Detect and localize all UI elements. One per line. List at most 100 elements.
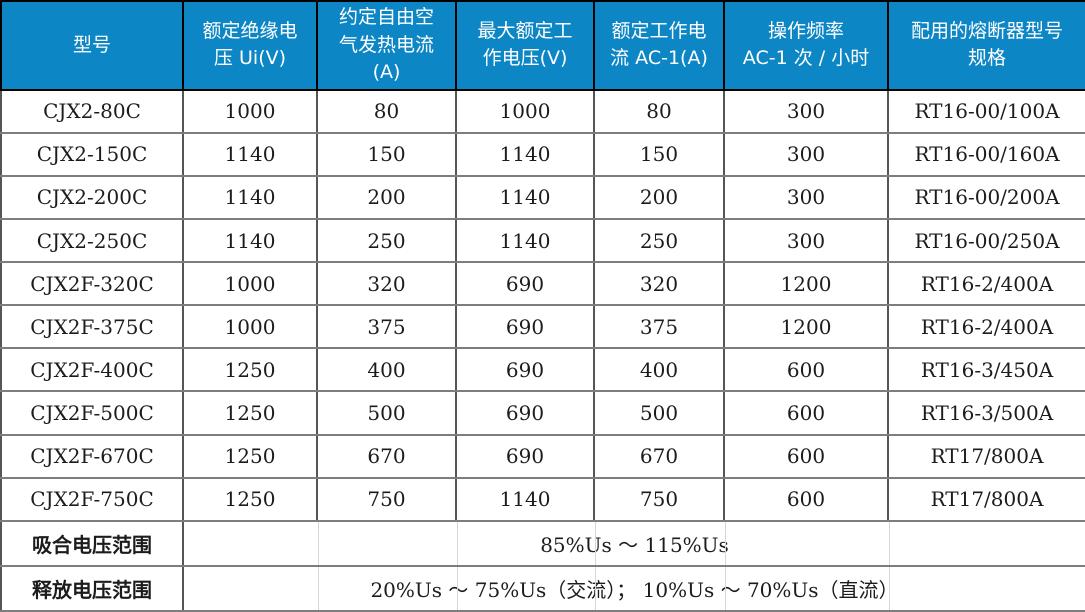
table-cell: 1250 (182, 476, 318, 522)
table-cell: 1200 (723, 261, 889, 307)
header-cell-rated-operating-current: 额定工作电 流 AC-1(A) (593, 0, 725, 91)
table-row: CJX2F-670C 1250 670 690 670 600 RT17/800… (0, 433, 1085, 479)
table-cell: 1200 (723, 304, 889, 350)
table-cell: CJX2F-320C (0, 261, 184, 307)
footer-row-release-voltage-range: 释放电压范围 20%Us ～ 75%Us（交流）； 10%Us ～ 70%Us（… (0, 564, 1085, 612)
table-cell: 80 (316, 88, 457, 134)
table-cell: RT16-2/400A (887, 261, 1085, 307)
table-cell: 1250 (182, 347, 318, 393)
table-cell: 670 (593, 433, 725, 479)
table-cell: 300 (723, 174, 889, 220)
table-row: CJX2-150C 1140 150 1140 150 300 RT16-00/… (0, 131, 1085, 177)
table-cell: 690 (455, 304, 595, 350)
table-cell: 1000 (455, 88, 595, 134)
table-cell: CJX2F-400C (0, 347, 184, 393)
faint-column-separator (318, 522, 319, 564)
table-cell: CJX2-250C (0, 217, 184, 264)
table-cell: 1140 (182, 131, 318, 177)
table-cell: CJX2F-375C (0, 304, 184, 350)
table-cell: 250 (316, 217, 457, 264)
table-cell: RT16-3/500A (887, 390, 1085, 436)
faint-column-separator (595, 567, 596, 609)
table-cell: 375 (593, 304, 725, 350)
faint-column-separator (595, 522, 596, 564)
table-cell: 1140 (455, 131, 595, 177)
faint-column-separator (725, 567, 726, 609)
faint-column-separator (457, 522, 458, 564)
table-cell: RT17/800A (887, 476, 1085, 522)
header-cell-rated-insulation-voltage: 额定绝缘电 压 Ui(V) (182, 0, 318, 91)
footer-value: 20%Us ～ 75%Us（交流）； 10%Us ～ 70%Us（直流） (182, 564, 1085, 612)
table-cell: CJX2F-670C (0, 433, 184, 479)
table-cell: 1000 (182, 261, 318, 307)
faint-column-separator (457, 567, 458, 609)
table-cell: 500 (316, 390, 457, 436)
table-cell: RT17/800A (887, 433, 1085, 479)
table-cell: RT16-00/160A (887, 131, 1085, 177)
table-cell: 1140 (455, 174, 595, 220)
header-cell-model: 型号 (0, 0, 184, 91)
table-cell: 500 (593, 390, 725, 436)
table-cell: RT16-00/250A (887, 217, 1085, 264)
table-cell: 750 (593, 476, 725, 522)
footer-label: 释放电压范围 (0, 564, 184, 612)
table-cell: 200 (593, 174, 725, 220)
table-row: CJX2-80C 1000 80 1000 80 300 RT16-00/100… (0, 88, 1085, 134)
table-cell: RT16-2/400A (887, 304, 1085, 350)
table-body: CJX2-80C 1000 80 1000 80 300 RT16-00/100… (0, 88, 1085, 612)
table-header: 型号 额定绝缘电 压 Ui(V) 约定自由空 气发热电流 (A) 最大额定工 作… (0, 0, 1085, 91)
header-cell-matching-fuse-spec: 配用的熔断器型号 规格 (887, 0, 1085, 91)
header-row: 型号 额定绝缘电 压 Ui(V) 约定自由空 气发热电流 (A) 最大额定工 作… (0, 0, 1085, 91)
table-cell: 300 (723, 131, 889, 177)
table-cell: 400 (593, 347, 725, 393)
table-cell: 1250 (182, 433, 318, 479)
table-cell: 150 (316, 131, 457, 177)
table-row: CJX2F-750C 1250 750 1140 750 600 RT17/80… (0, 476, 1085, 522)
table-cell: 300 (723, 217, 889, 264)
table-cell: 600 (723, 476, 889, 522)
table-cell: RT16-00/200A (887, 174, 1085, 220)
table-cell: RT16-3/450A (887, 347, 1085, 393)
table-cell: CJX2-80C (0, 88, 184, 134)
table-cell: 690 (455, 390, 595, 436)
header-cell-max-rated-operating-voltage: 最大额定工 作电压(V) (455, 0, 595, 91)
faint-column-separator (889, 567, 890, 609)
footer-value-text: 85%Us ～ 115%Us (540, 532, 729, 557)
faint-column-separator (318, 567, 319, 609)
table-cell: CJX2-200C (0, 174, 184, 220)
table-cell: 1140 (455, 217, 595, 264)
table-cell: 1140 (182, 174, 318, 220)
table-cell: 690 (455, 347, 595, 393)
table-cell: 320 (593, 261, 725, 307)
table-cell: 600 (723, 390, 889, 436)
table-row: CJX2F-320C 1000 320 690 320 1200 RT16-2/… (0, 261, 1085, 307)
table-cell: 690 (455, 433, 595, 479)
table-cell: 300 (723, 88, 889, 134)
table-cell: 80 (593, 88, 725, 134)
table-cell: 1140 (182, 217, 318, 264)
faint-column-separator (889, 522, 890, 564)
footer-value-text: 20%Us ～ 75%Us（交流）； 10%Us ～ 70%Us（直流） (370, 577, 899, 602)
table-cell: 400 (316, 347, 457, 393)
table-cell: 250 (593, 217, 725, 264)
table-cell: CJX2F-750C (0, 476, 184, 522)
table-cell: 1140 (455, 476, 595, 522)
table-cell: 375 (316, 304, 457, 350)
footer-value: 85%Us ～ 115%Us (182, 519, 1085, 567)
table-row: CJX2-250C 1140 250 1140 250 300 RT16-00/… (0, 217, 1085, 264)
header-cell-operating-frequency: 操作频率 AC-1 次 / 小时 (723, 0, 889, 91)
table-cell: 320 (316, 261, 457, 307)
table-cell: RT16-00/100A (887, 88, 1085, 134)
table-cell: 1250 (182, 390, 318, 436)
header-cell-conventional-free-air-thermal-current: 约定自由空 气发热电流 (A) (316, 0, 457, 91)
table-cell: 600 (723, 347, 889, 393)
footer-label: 吸合电压范围 (0, 519, 184, 567)
footer-row-pickup-voltage-range: 吸合电压范围 85%Us ～ 115%Us (0, 519, 1085, 567)
table-row: CJX2F-500C 1250 500 690 500 600 RT16-3/5… (0, 390, 1085, 436)
table-cell: 1000 (182, 88, 318, 134)
table-cell: CJX2F-500C (0, 390, 184, 436)
table-row: CJX2F-400C 1250 400 690 400 600 RT16-3/4… (0, 347, 1085, 393)
table-row: CJX2F-375C 1000 375 690 375 1200 RT16-2/… (0, 304, 1085, 350)
